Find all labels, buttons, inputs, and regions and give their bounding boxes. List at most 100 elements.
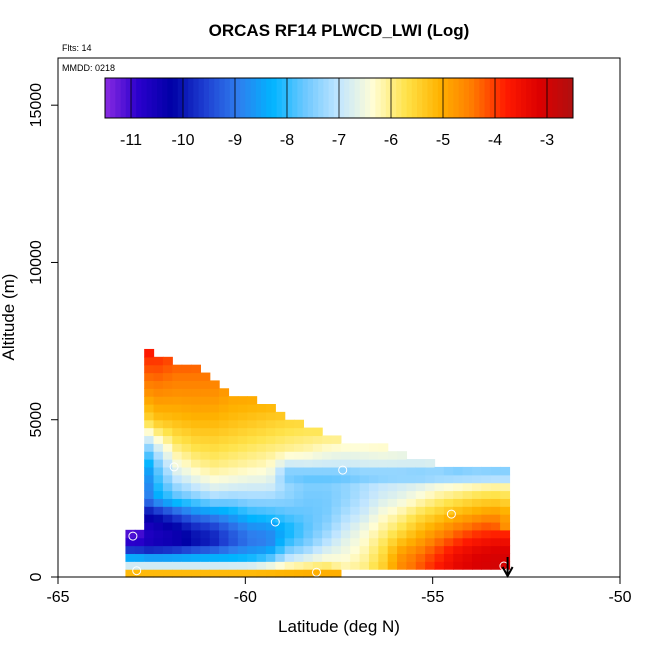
heatmap-cell: [284, 482, 295, 492]
heatmap-cell: [490, 466, 501, 476]
x-tick-label: -55: [421, 589, 444, 606]
colorbar-tick-label: -10: [171, 132, 194, 149]
heatmap-cell: [350, 537, 361, 547]
heatmap-cell: [359, 474, 370, 484]
heatmap-cell: [265, 443, 276, 452]
heatmap-cell: [172, 514, 183, 523]
heatmap-cell: [144, 529, 155, 539]
heatmap-cell: [172, 396, 183, 405]
heatmap-cell: [144, 537, 155, 547]
heatmap-cell: [284, 498, 295, 507]
heatmap-cell: [340, 451, 351, 460]
colorbar-swatch: [437, 78, 444, 118]
heatmap-cell: [303, 561, 314, 570]
heatmap-cell: [172, 372, 183, 382]
heatmap-cell: [462, 482, 473, 492]
heatmap-cell: [191, 466, 201, 476]
heatmap-cell: [144, 451, 155, 460]
heatmap-cell: [237, 411, 248, 421]
heatmap-cell: [162, 529, 173, 539]
colorbar-swatch: [318, 78, 324, 118]
heatmap-cell: [237, 396, 248, 405]
heatmap-cell: [209, 537, 220, 547]
heatmap-cell: [284, 474, 295, 484]
heatmap-cell: [294, 443, 305, 452]
heatmap-cell: [144, 380, 155, 389]
heatmap-cell: [181, 569, 192, 578]
heatmap-cell: [312, 474, 323, 484]
colorbar-swatch: [484, 78, 491, 118]
heatmap-cell: [172, 451, 183, 460]
heatmap-cell: [425, 466, 436, 476]
heatmap-cell: [237, 482, 248, 492]
heatmap-cell: [144, 506, 155, 515]
heatmap-cell: [294, 521, 305, 531]
heatmap-cell: [237, 529, 248, 539]
colorbar-swatch: [448, 78, 454, 118]
heatmap-cell: [219, 521, 230, 531]
heatmap-cell: [406, 514, 417, 523]
heatmap-cell: [322, 451, 333, 460]
heatmap-cell: [181, 451, 192, 460]
heatmap-cell: [265, 419, 276, 429]
heatmap-cell: [312, 553, 323, 562]
heatmap-cell: [181, 411, 192, 421]
heatmap-cell: [443, 561, 454, 570]
colorbar-swatch: [417, 78, 423, 118]
heatmap-cell: [134, 545, 145, 555]
heatmap-cell: [359, 514, 370, 523]
heatmap-cell: [144, 443, 155, 452]
heatmap-cell: [303, 545, 314, 555]
heatmap-cell: [312, 561, 323, 570]
heatmap-cell: [181, 459, 192, 468]
colorbar-swatch: [370, 78, 376, 118]
heatmap-cell: [397, 490, 408, 499]
heatmap-cell: [425, 514, 436, 523]
heatmap-cell: [275, 435, 286, 444]
colorbar-swatch: [235, 78, 241, 118]
heatmap-cell: [303, 474, 314, 484]
heatmap-cell: [181, 443, 192, 452]
colorbar-swatch: [380, 78, 387, 118]
heatmap-cell: [209, 380, 220, 389]
colorbar-swatch: [120, 78, 127, 118]
heatmap-cell: [200, 427, 211, 437]
colorbar-swatch: [401, 78, 408, 118]
heatmap-cell: [500, 561, 511, 570]
heatmap-cell: [312, 490, 323, 499]
colorbar-swatch: [526, 78, 532, 118]
waypoint-marker: [338, 465, 348, 475]
waypoint-marker: [446, 509, 456, 519]
heatmap-cell: [387, 459, 398, 468]
heatmap-cell: [472, 482, 482, 492]
heatmap-cell: [172, 419, 183, 429]
heatmap-cell: [397, 553, 408, 562]
heatmap-cell: [209, 451, 220, 460]
heatmap-cell: [303, 521, 314, 531]
heatmap-cell: [219, 490, 230, 499]
heatmap-cell: [312, 569, 323, 578]
heatmap-cell: [378, 498, 389, 507]
heatmap-cell: [162, 514, 173, 523]
heatmap-cell: [322, 490, 333, 499]
heatmap-cell: [191, 498, 201, 507]
heatmap-cell: [219, 435, 230, 444]
colorbar-swatch: [375, 78, 382, 118]
heatmap-cell: [228, 498, 239, 507]
heatmap-cell: [209, 459, 220, 468]
heatmap-cell: [144, 569, 155, 578]
colorbar-swatch: [552, 78, 558, 118]
heatmap-cell: [397, 459, 408, 468]
heatmap-cell: [462, 529, 473, 539]
heatmap-cell: [340, 553, 351, 562]
heatmap-cell: [209, 529, 220, 539]
heatmap-cell: [209, 506, 220, 515]
heatmap-cell: [219, 388, 230, 397]
heatmap-cell: [228, 506, 239, 515]
heatmap-cell: [425, 537, 436, 547]
heatmap-cell: [219, 466, 230, 476]
heatmap-cell: [443, 553, 454, 562]
heatmap-cell: [462, 466, 473, 476]
colorbar-swatch: [391, 78, 397, 118]
heatmap-cell: [434, 514, 445, 523]
